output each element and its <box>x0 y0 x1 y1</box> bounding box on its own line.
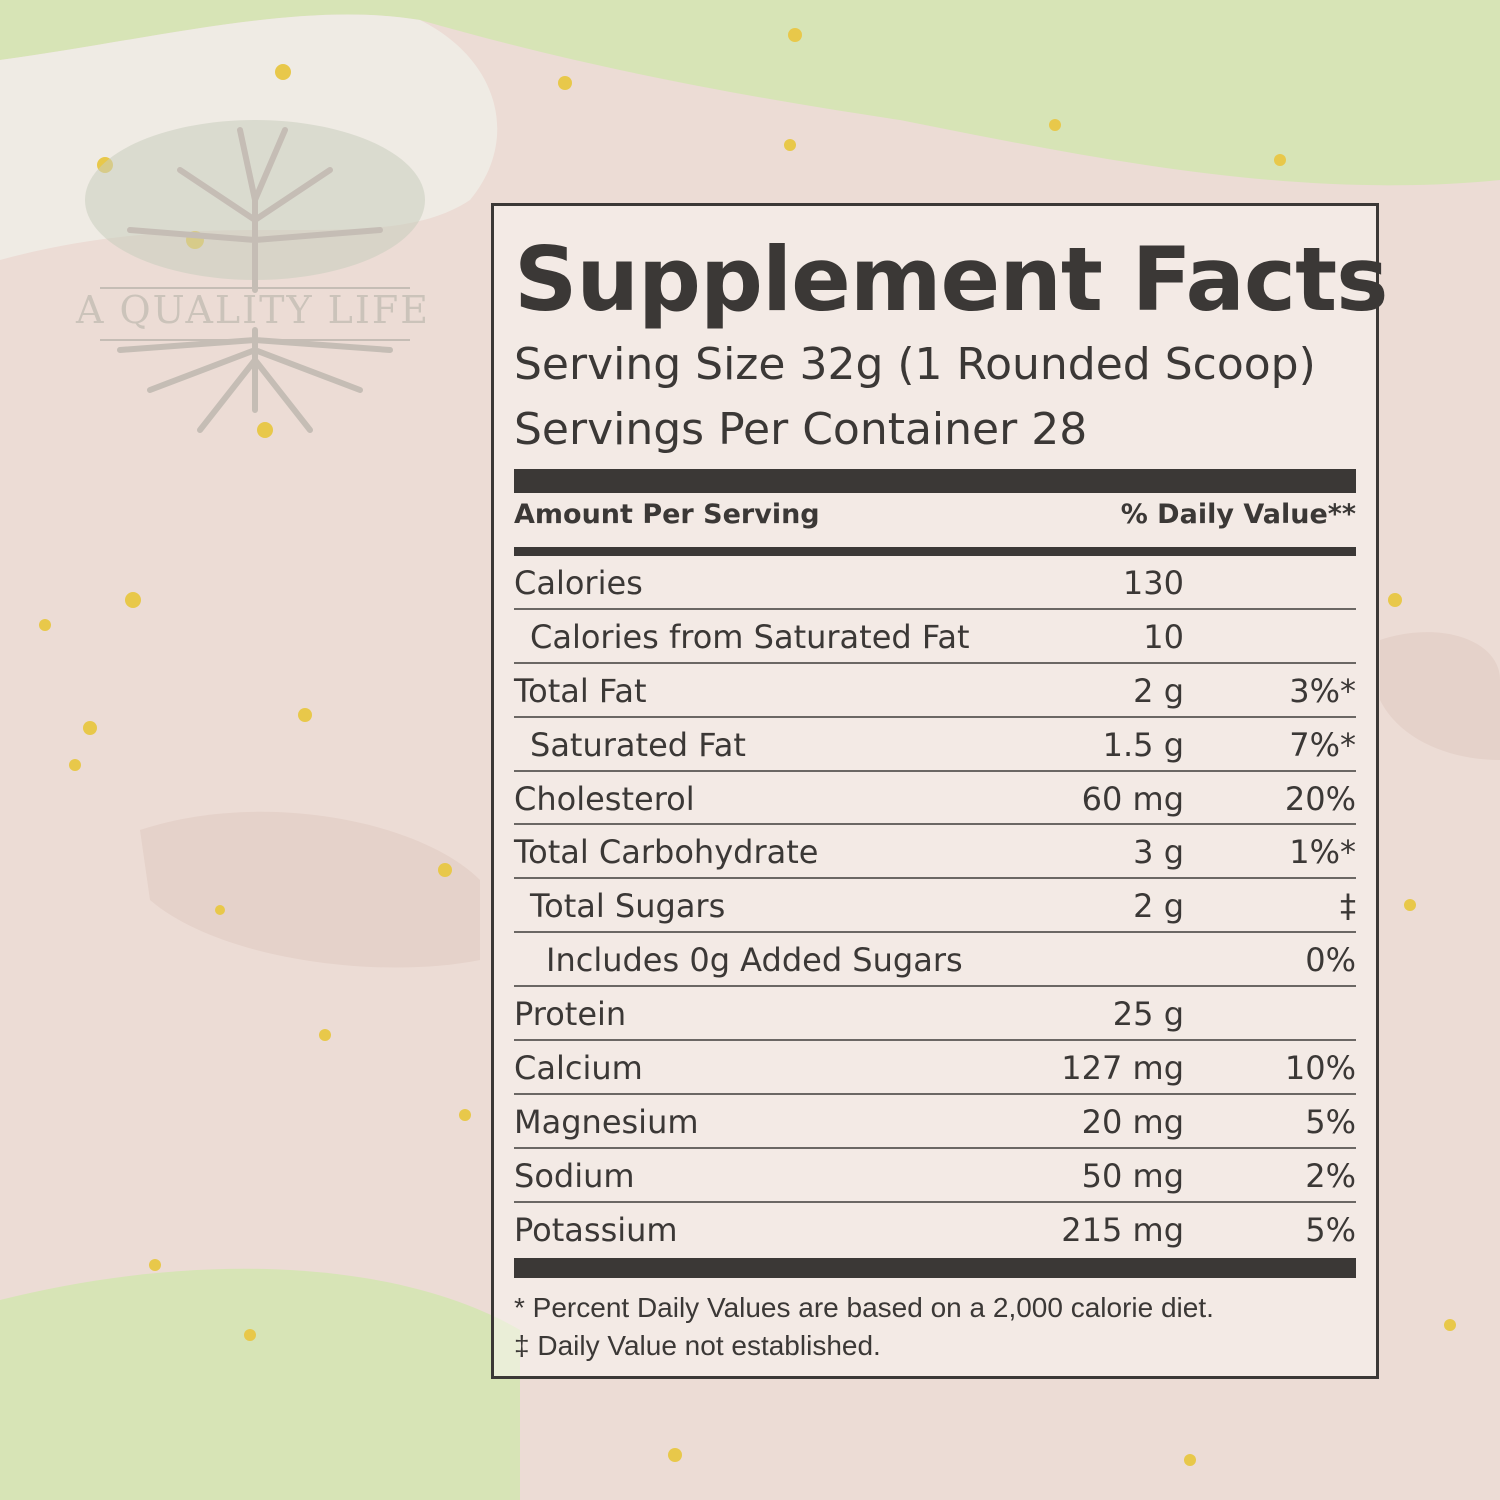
nutrient-amount: 10 <box>1143 617 1184 656</box>
nutrient-name: Sodium <box>514 1156 635 1195</box>
footnote-not-established: ‡ Daily Value not established. <box>514 1330 881 1361</box>
thick-divider <box>514 469 1356 493</box>
tree-of-life-logo-icon <box>85 120 425 433</box>
nutrient-name: Protein <box>514 995 627 1034</box>
nutrient-amount: 20 mg <box>1081 1102 1184 1141</box>
nutrient-name: Magnesium <box>514 1102 699 1141</box>
brand-logo-text: A QUALITY LIFE <box>75 288 431 332</box>
nutrient-row: Calories 130 <box>514 556 1356 610</box>
medium-divider <box>514 547 1356 556</box>
nutrient-daily-value: 2% <box>1305 1156 1356 1195</box>
nutrient-row: Total Fat 2 g 3%* <box>514 664 1356 718</box>
header-daily-value: % Daily Value** <box>1120 499 1356 530</box>
nutrient-amount: 60 mg <box>1081 779 1184 818</box>
nutrient-row: Total Sugars 2 g ‡ <box>514 879 1356 934</box>
nutrient-row: Sodium 50 mg 2% <box>514 1149 1356 1203</box>
nutrient-row: Calories from Saturated Fat 10 <box>514 610 1356 664</box>
servings-per-container: Servings Per Container 28 <box>514 404 1088 455</box>
nutrient-row: Protein 25 g <box>514 987 1356 1042</box>
nutrient-name: Total Carbohydrate <box>514 833 819 872</box>
nutrient-name: Cholesterol <box>514 779 695 818</box>
nutrient-daily-value: 7%* <box>1289 725 1356 764</box>
nutrient-daily-value: ‡ <box>1340 887 1356 926</box>
nutrient-name: Calcium <box>514 1049 643 1088</box>
nutrient-name: Total Fat <box>514 671 647 710</box>
nutrient-name: Includes 0g Added Sugars <box>546 941 963 980</box>
nutrient-amount: 127 mg <box>1061 1049 1184 1088</box>
nutrient-table: Calories 130 Calories from Saturated Fat 10… <box>514 556 1356 1257</box>
nutrient-amount: 2 g <box>1133 671 1184 710</box>
nutrient-amount: 130 <box>1122 564 1184 602</box>
nutrient-row: Cholesterol 60 mg 20% <box>514 772 1356 826</box>
nutrient-daily-value: 3%* <box>1289 671 1356 710</box>
nutrient-amount: 3 g <box>1133 833 1184 872</box>
supplement-facts-panel: Supplement Facts Serving Size 32g (1 Rou… <box>491 203 1389 1379</box>
nutrient-daily-value: 0% <box>1305 941 1356 980</box>
nutrient-name: Calories from Saturated Fat <box>530 617 970 656</box>
serving-size: Serving Size 32g (1 Rounded Scoop) <box>514 339 1316 390</box>
nutrient-name: Saturated Fat <box>530 725 746 764</box>
nutrient-daily-value: 5% <box>1305 1210 1356 1249</box>
footnote-daily-values: * Percent Daily Values are based on a 2,… <box>514 1292 1214 1323</box>
nutrient-name: Potassium <box>514 1210 678 1249</box>
nutrient-amount: 2 g <box>1133 887 1184 926</box>
nutrient-daily-value: 5% <box>1305 1102 1356 1141</box>
nutrient-row: Magnesium 20 mg 5% <box>514 1095 1356 1149</box>
nutrient-name: Total Sugars <box>530 887 726 926</box>
nutrient-row: Saturated Fat 1.5 g 7%* <box>514 718 1356 772</box>
nutrient-row: Includes 0g Added Sugars 0% <box>514 933 1356 988</box>
nutrient-daily-value: 20% <box>1284 779 1356 818</box>
nutrient-amount: 25 g <box>1112 995 1184 1034</box>
nutrient-row: Potassium 215 mg 5% <box>514 1203 1356 1257</box>
nutrient-amount: 50 mg <box>1081 1156 1184 1195</box>
nutrient-row: Total Carbohydrate 3 g 1%* <box>514 825 1356 880</box>
nutrient-daily-value: 1%* <box>1289 833 1356 872</box>
bottom-thick-divider <box>514 1258 1356 1278</box>
nutrient-amount: 215 mg <box>1061 1210 1184 1249</box>
table-header: Amount Per Serving % Daily Value** <box>514 499 1356 530</box>
nutrient-daily-value: 10% <box>1284 1049 1356 1088</box>
header-amount-per-serving: Amount Per Serving <box>514 499 820 530</box>
facts-title: Supplement Facts <box>514 228 1389 331</box>
nutrient-name: Calories <box>514 564 643 602</box>
nutrient-amount: 1.5 g <box>1102 725 1184 764</box>
nutrient-row: Calcium 127 mg 10% <box>514 1041 1356 1095</box>
